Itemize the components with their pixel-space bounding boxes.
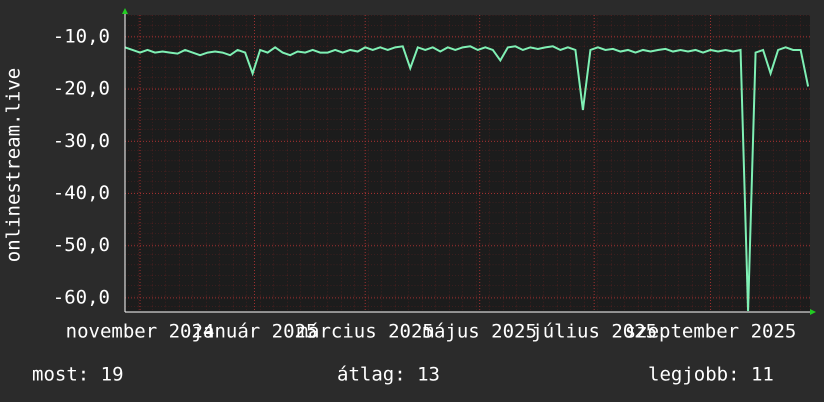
y-tick-label: -40,0: [53, 182, 110, 204]
y-axis-label: onlinestream.live: [3, 68, 25, 262]
y-tick-label: -10,0: [53, 25, 110, 47]
x-tick-label: november 2024: [66, 321, 215, 343]
y-arrow: [122, 8, 128, 14]
x-tick-label: május 2025: [423, 321, 537, 343]
stat-average: átlag: 13: [337, 364, 440, 386]
y-tick-label: -20,0: [53, 78, 110, 100]
x-tick-label: július 2025: [531, 321, 657, 343]
y-tick-label: -50,0: [53, 234, 110, 256]
x-tick-label: szeptember 2025: [625, 321, 797, 343]
y-tick-label: -30,0: [53, 130, 110, 152]
x-tick-label: január 2025: [192, 321, 318, 343]
data-line: [124, 45, 810, 311]
x-tick-label: március 2025: [297, 321, 434, 343]
x-arrow: [810, 309, 816, 315]
stat-current: most: 19: [32, 364, 124, 386]
y-tick-label: -60,0: [53, 286, 110, 308]
minor-grid: [125, 15, 810, 312]
stat-best: legjobb: 11: [648, 364, 774, 386]
